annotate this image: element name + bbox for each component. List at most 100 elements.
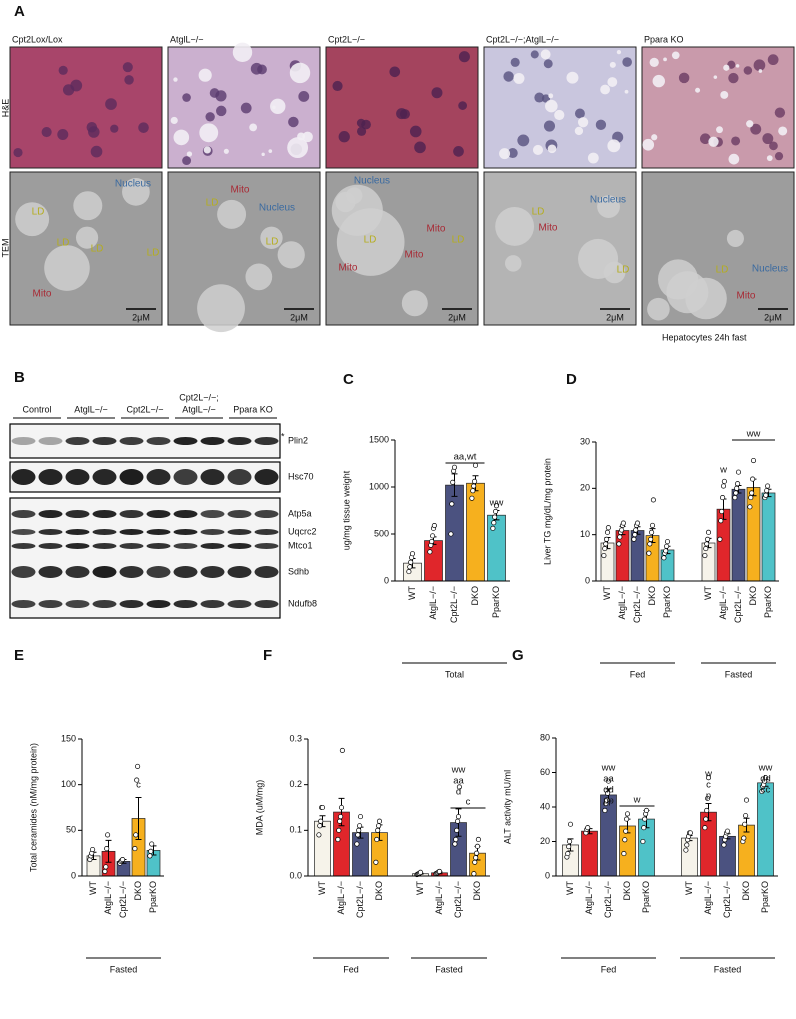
data-point (319, 804, 326, 811)
data-point (765, 483, 771, 489)
data-point (721, 842, 727, 848)
he-nucleus (338, 131, 350, 143)
data-point (702, 552, 708, 559)
blot-band (227, 529, 252, 535)
data-point (133, 832, 139, 838)
blot-band (119, 529, 144, 535)
data-point (567, 821, 574, 827)
bar (761, 492, 776, 582)
x-tick-label: WT (317, 881, 327, 895)
x-tick-label: DKO (748, 586, 758, 606)
data-point (602, 807, 608, 814)
data-point (624, 811, 631, 817)
data-point (450, 479, 456, 485)
x-tick-label: Cpt2L−/− (355, 881, 365, 918)
data-point (375, 827, 381, 833)
blot-band (200, 437, 225, 445)
data-point (749, 490, 755, 496)
blot-band (11, 510, 36, 518)
data-point (649, 522, 656, 528)
data-point (735, 481, 741, 487)
data-point (623, 828, 629, 834)
data-point (335, 836, 341, 843)
y-axis-label: ug/mg tissue weight (341, 470, 351, 550)
he-nucleus (105, 98, 117, 110)
y-tick-label: 0 (585, 575, 590, 585)
scale-bar-label: 2μM (448, 312, 466, 322)
data-point (566, 844, 572, 850)
y-tick-label: 0.3 (289, 733, 302, 743)
data-point (633, 527, 639, 533)
blot-band (146, 543, 171, 549)
he-droplet (713, 75, 718, 79)
y-tick-label: 40 (540, 801, 550, 811)
significance-label: aa (603, 774, 614, 785)
x-tick-label: DKO (133, 881, 143, 901)
tem-annotation: Mito (339, 263, 358, 274)
bar (445, 484, 464, 582)
x-tick-label: WT (565, 881, 575, 895)
he-droplet (261, 152, 265, 157)
data-point (355, 832, 361, 838)
he-droplet (532, 144, 544, 156)
data-point (650, 497, 656, 503)
significance-label: ww (601, 763, 616, 774)
data-point (472, 859, 478, 865)
data-point (354, 841, 360, 847)
data-point (492, 514, 498, 520)
data-point (336, 827, 342, 833)
data-point (337, 818, 343, 824)
x-tick-label: AtglL−/− (336, 881, 346, 915)
data-point (491, 520, 497, 526)
x-tick-label: PparKO (763, 586, 773, 618)
data-point (632, 532, 638, 538)
column-title: Ppara KO (644, 34, 684, 44)
blot-band (254, 566, 279, 578)
he-nucleus (205, 112, 215, 122)
he-droplet (720, 90, 729, 99)
he-nucleus (90, 145, 103, 158)
he-droplet (642, 138, 655, 151)
he-droplet (607, 77, 618, 87)
lane-label: Ppara KO (233, 404, 273, 414)
tem-droplet (44, 245, 90, 291)
data-point (472, 478, 478, 484)
tem-droplet (726, 229, 744, 247)
he-nucleus (182, 93, 191, 102)
data-point (431, 522, 437, 529)
data-point (132, 846, 138, 852)
blot-band (200, 529, 225, 535)
data-point (376, 818, 383, 824)
data-point (703, 546, 709, 552)
panel-label: D (566, 371, 577, 388)
data-point (720, 483, 727, 489)
he-nucleus (138, 122, 149, 133)
he-nucleus (731, 136, 741, 146)
he-image (641, 46, 795, 169)
blot-band (227, 437, 252, 445)
bar (719, 835, 736, 877)
data-point (317, 823, 323, 829)
significance-label: dd (603, 785, 614, 796)
data-point (318, 818, 324, 824)
data-point (585, 825, 591, 831)
he-droplet (554, 109, 565, 121)
blot-band (65, 510, 90, 518)
he-nucleus (182, 156, 192, 166)
he-droplet (548, 93, 554, 99)
data-point (105, 832, 111, 838)
blot-band (173, 437, 198, 445)
blot-band (200, 566, 225, 578)
blot-band (65, 469, 90, 485)
data-point (705, 529, 712, 535)
blot-band (92, 543, 117, 549)
bar (731, 488, 746, 582)
blot-band (227, 600, 252, 608)
blot-band (38, 469, 63, 485)
x-tick-label: PparKO (662, 586, 672, 618)
error-bar (135, 796, 142, 840)
he-droplet (287, 137, 309, 159)
x-tick-label: Cpt2L−/− (453, 881, 463, 918)
blot-band (254, 600, 279, 608)
